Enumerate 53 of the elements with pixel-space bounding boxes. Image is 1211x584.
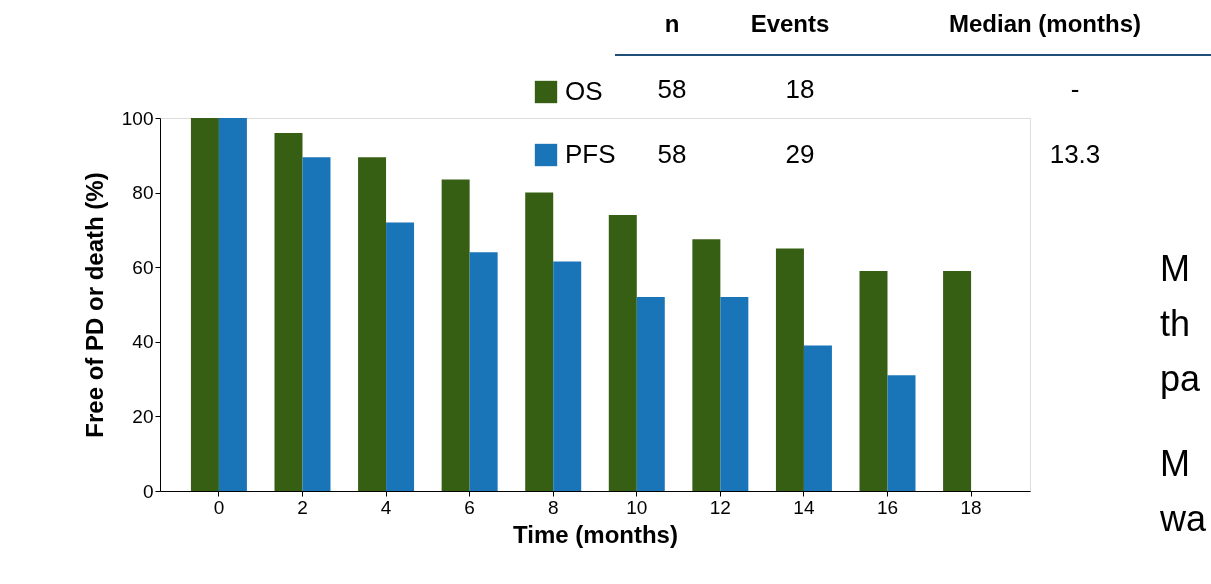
bar bbox=[775, 248, 804, 491]
annotation: 58 bbox=[657, 139, 687, 169]
x-tick-label: 10 bbox=[626, 496, 648, 518]
legend-label: OS bbox=[565, 76, 603, 106]
x-tick-label: 4 bbox=[380, 496, 392, 518]
legend-label: PFS bbox=[565, 139, 616, 169]
text: Events bbox=[750, 10, 830, 37]
x-tick-label: 0 bbox=[213, 496, 225, 518]
bar bbox=[386, 222, 415, 491]
x-axis-title: Time (months) bbox=[513, 520, 678, 548]
bar bbox=[608, 214, 637, 491]
y-tick-label: 100 bbox=[121, 107, 154, 129]
x-tick-label: 18 bbox=[960, 496, 982, 518]
bar bbox=[469, 252, 498, 491]
text: 18 bbox=[785, 74, 815, 104]
text: Median (months) bbox=[949, 10, 1141, 37]
bar bbox=[720, 297, 749, 491]
y-axis-title: Free of PD or death (%) bbox=[80, 172, 108, 438]
x-tick-label: 8 bbox=[547, 496, 559, 518]
text: n bbox=[664, 10, 680, 37]
annotation: 29 bbox=[785, 139, 815, 169]
bar bbox=[302, 157, 331, 491]
text: - bbox=[1070, 74, 1080, 104]
text: wa bbox=[1159, 498, 1207, 539]
bar bbox=[887, 375, 916, 491]
bar bbox=[358, 157, 387, 491]
y-tick-label: 20 bbox=[132, 405, 154, 427]
x-tick-label: 6 bbox=[464, 496, 475, 518]
text: 58 bbox=[657, 74, 687, 104]
y-tick-label: 40 bbox=[132, 331, 154, 353]
y-tick-label: 0 bbox=[142, 480, 154, 502]
x-tick-label: 2 bbox=[297, 496, 308, 518]
text: pa bbox=[1160, 358, 1202, 399]
x-tick-label: 12 bbox=[709, 496, 731, 518]
bar bbox=[274, 132, 303, 491]
bar bbox=[803, 345, 832, 491]
text: th bbox=[1160, 303, 1191, 344]
y-tick-label: 80 bbox=[132, 182, 154, 204]
bar bbox=[859, 270, 888, 491]
bar bbox=[525, 192, 554, 491]
bar bbox=[218, 118, 247, 491]
text: 13.3 bbox=[1049, 139, 1101, 169]
x-tick-label: 16 bbox=[876, 496, 899, 518]
text: M bbox=[1160, 248, 1190, 289]
bar bbox=[190, 118, 219, 491]
bar bbox=[692, 239, 721, 491]
text: M bbox=[1160, 443, 1190, 484]
x-tick-label: 14 bbox=[793, 496, 815, 518]
y-tick-label: 60 bbox=[132, 256, 154, 278]
bar bbox=[636, 297, 665, 491]
bar bbox=[553, 261, 582, 491]
bar bbox=[441, 179, 470, 491]
bar bbox=[943, 270, 972, 491]
